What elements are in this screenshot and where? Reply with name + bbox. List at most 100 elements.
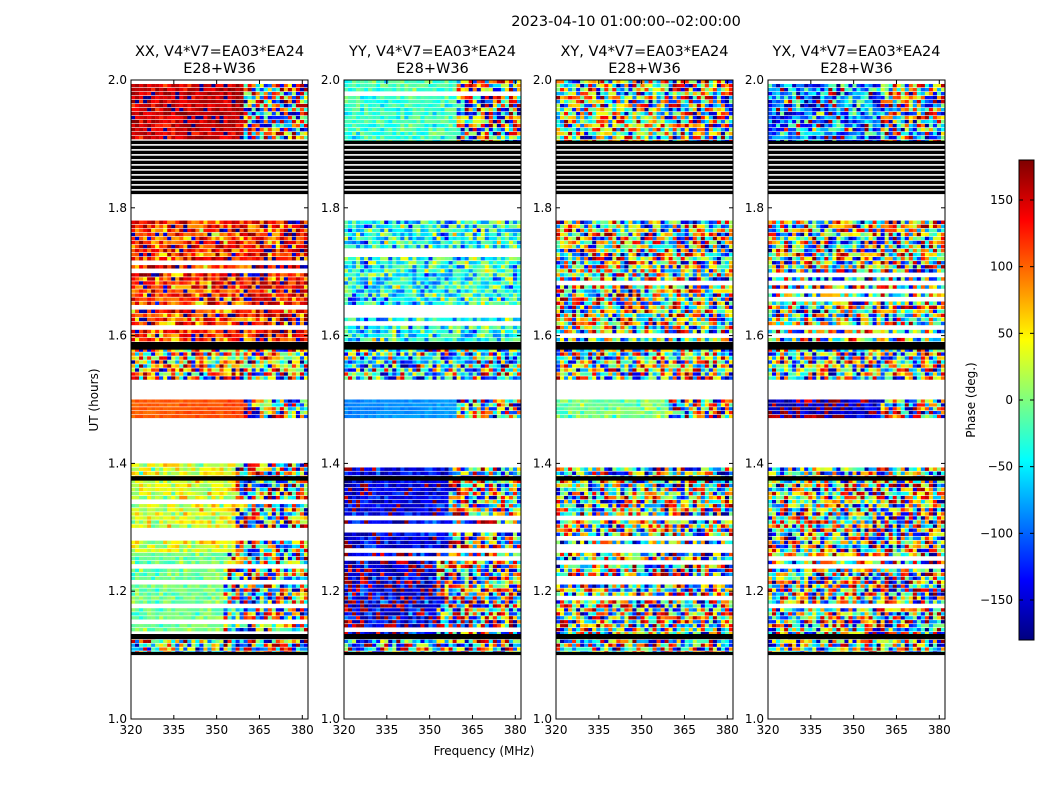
phase-cell (227, 83, 232, 88)
phase-cell (147, 337, 152, 342)
phase-cell (219, 91, 224, 96)
phase-cell (259, 337, 264, 342)
phase-cell (299, 313, 305, 318)
phase-cell (303, 568, 309, 573)
phase-cell (404, 596, 409, 600)
phase-cell (131, 135, 136, 140)
phase-cell (271, 356, 277, 360)
phase-cell (151, 504, 156, 508)
phase-cell (255, 232, 260, 237)
phase-cell (267, 329, 272, 334)
phase-cell (159, 403, 164, 407)
phase-cell (291, 524, 297, 528)
phase-cell (187, 317, 192, 322)
phase-cell (219, 588, 224, 592)
phase-cell (159, 329, 164, 334)
phase-cell (171, 612, 176, 616)
phase-cell (207, 608, 212, 612)
phase-cell (163, 463, 168, 467)
phase-cell (295, 639, 301, 644)
phase-cell (187, 508, 192, 512)
phase-cell (416, 564, 421, 569)
phase-cell (279, 127, 285, 132)
phase-cell (259, 584, 264, 588)
phase-cell (155, 348, 160, 352)
phase-cell (163, 552, 168, 557)
phase-cell (187, 297, 192, 301)
phase-cell (219, 647, 224, 651)
phase-cell (275, 257, 281, 261)
phase-cell (143, 127, 148, 132)
phase-cell (464, 560, 469, 565)
phase-cell (243, 512, 248, 516)
phase-cell (227, 87, 232, 92)
phase-cell (267, 333, 272, 338)
phase-cell (195, 333, 200, 338)
phase-cell (131, 568, 136, 573)
phase-cell (203, 483, 208, 488)
phase-cell (147, 608, 152, 612)
phase-cell (187, 119, 192, 124)
phase-cell (283, 495, 289, 500)
phase-cell (223, 289, 228, 293)
phase-cell (223, 520, 228, 524)
phase-cell (195, 628, 200, 632)
phase-cell (179, 281, 184, 285)
phase-cell (263, 572, 268, 576)
phase-cell (259, 568, 264, 573)
phase-cell (287, 471, 293, 475)
phase-cell (299, 588, 305, 592)
phase-cell (223, 540, 228, 545)
phase-cell (211, 273, 216, 277)
phase-cell (203, 111, 208, 116)
phase-cell (348, 643, 353, 647)
phase-cell (287, 131, 293, 136)
phase-cell (404, 568, 409, 573)
phase-cell (291, 352, 297, 356)
phase-cell (247, 119, 252, 124)
phase-cell (187, 520, 192, 524)
phase-cell (219, 544, 224, 549)
phase-cell (167, 556, 172, 561)
phase-cell (291, 99, 297, 104)
phase-cell (131, 293, 136, 297)
phase-cell (287, 317, 293, 322)
phase-cell (251, 411, 256, 415)
phase-cell (444, 643, 449, 647)
phase-cell (287, 103, 293, 108)
phase-cell (267, 414, 272, 419)
phase-cell (283, 572, 289, 576)
phase-cell (283, 596, 289, 600)
phase-cell (279, 99, 285, 104)
phase-cell (159, 411, 164, 415)
phase-cell (271, 407, 277, 411)
phase-cell (231, 281, 236, 285)
phase-cell (235, 360, 240, 364)
phase-cell (255, 491, 260, 496)
flag-stripe (131, 341, 308, 350)
phase-cell (243, 127, 248, 132)
phase-cell (283, 360, 289, 364)
phase-cell (215, 220, 220, 225)
phase-cell (131, 273, 136, 277)
phase-cell (259, 364, 264, 368)
phase-cell (179, 83, 184, 88)
phase-cell (251, 285, 256, 289)
phase-cell (243, 556, 248, 561)
phase-cell (171, 376, 176, 380)
phase-cell (468, 584, 473, 588)
phase-cell (400, 560, 405, 565)
phase-cell (187, 592, 192, 596)
phase-cell (452, 604, 457, 608)
phase-cell (175, 131, 180, 136)
phase-cell (263, 356, 268, 360)
phase-cell (504, 608, 510, 612)
phase-cell (247, 639, 252, 644)
phase-cell (183, 297, 188, 301)
phase-cell (267, 95, 272, 100)
phase-cell (263, 131, 268, 136)
phase-cell (263, 329, 268, 334)
phase-cell (195, 95, 200, 100)
phase-cell (275, 540, 281, 545)
phase-cell (263, 297, 268, 301)
